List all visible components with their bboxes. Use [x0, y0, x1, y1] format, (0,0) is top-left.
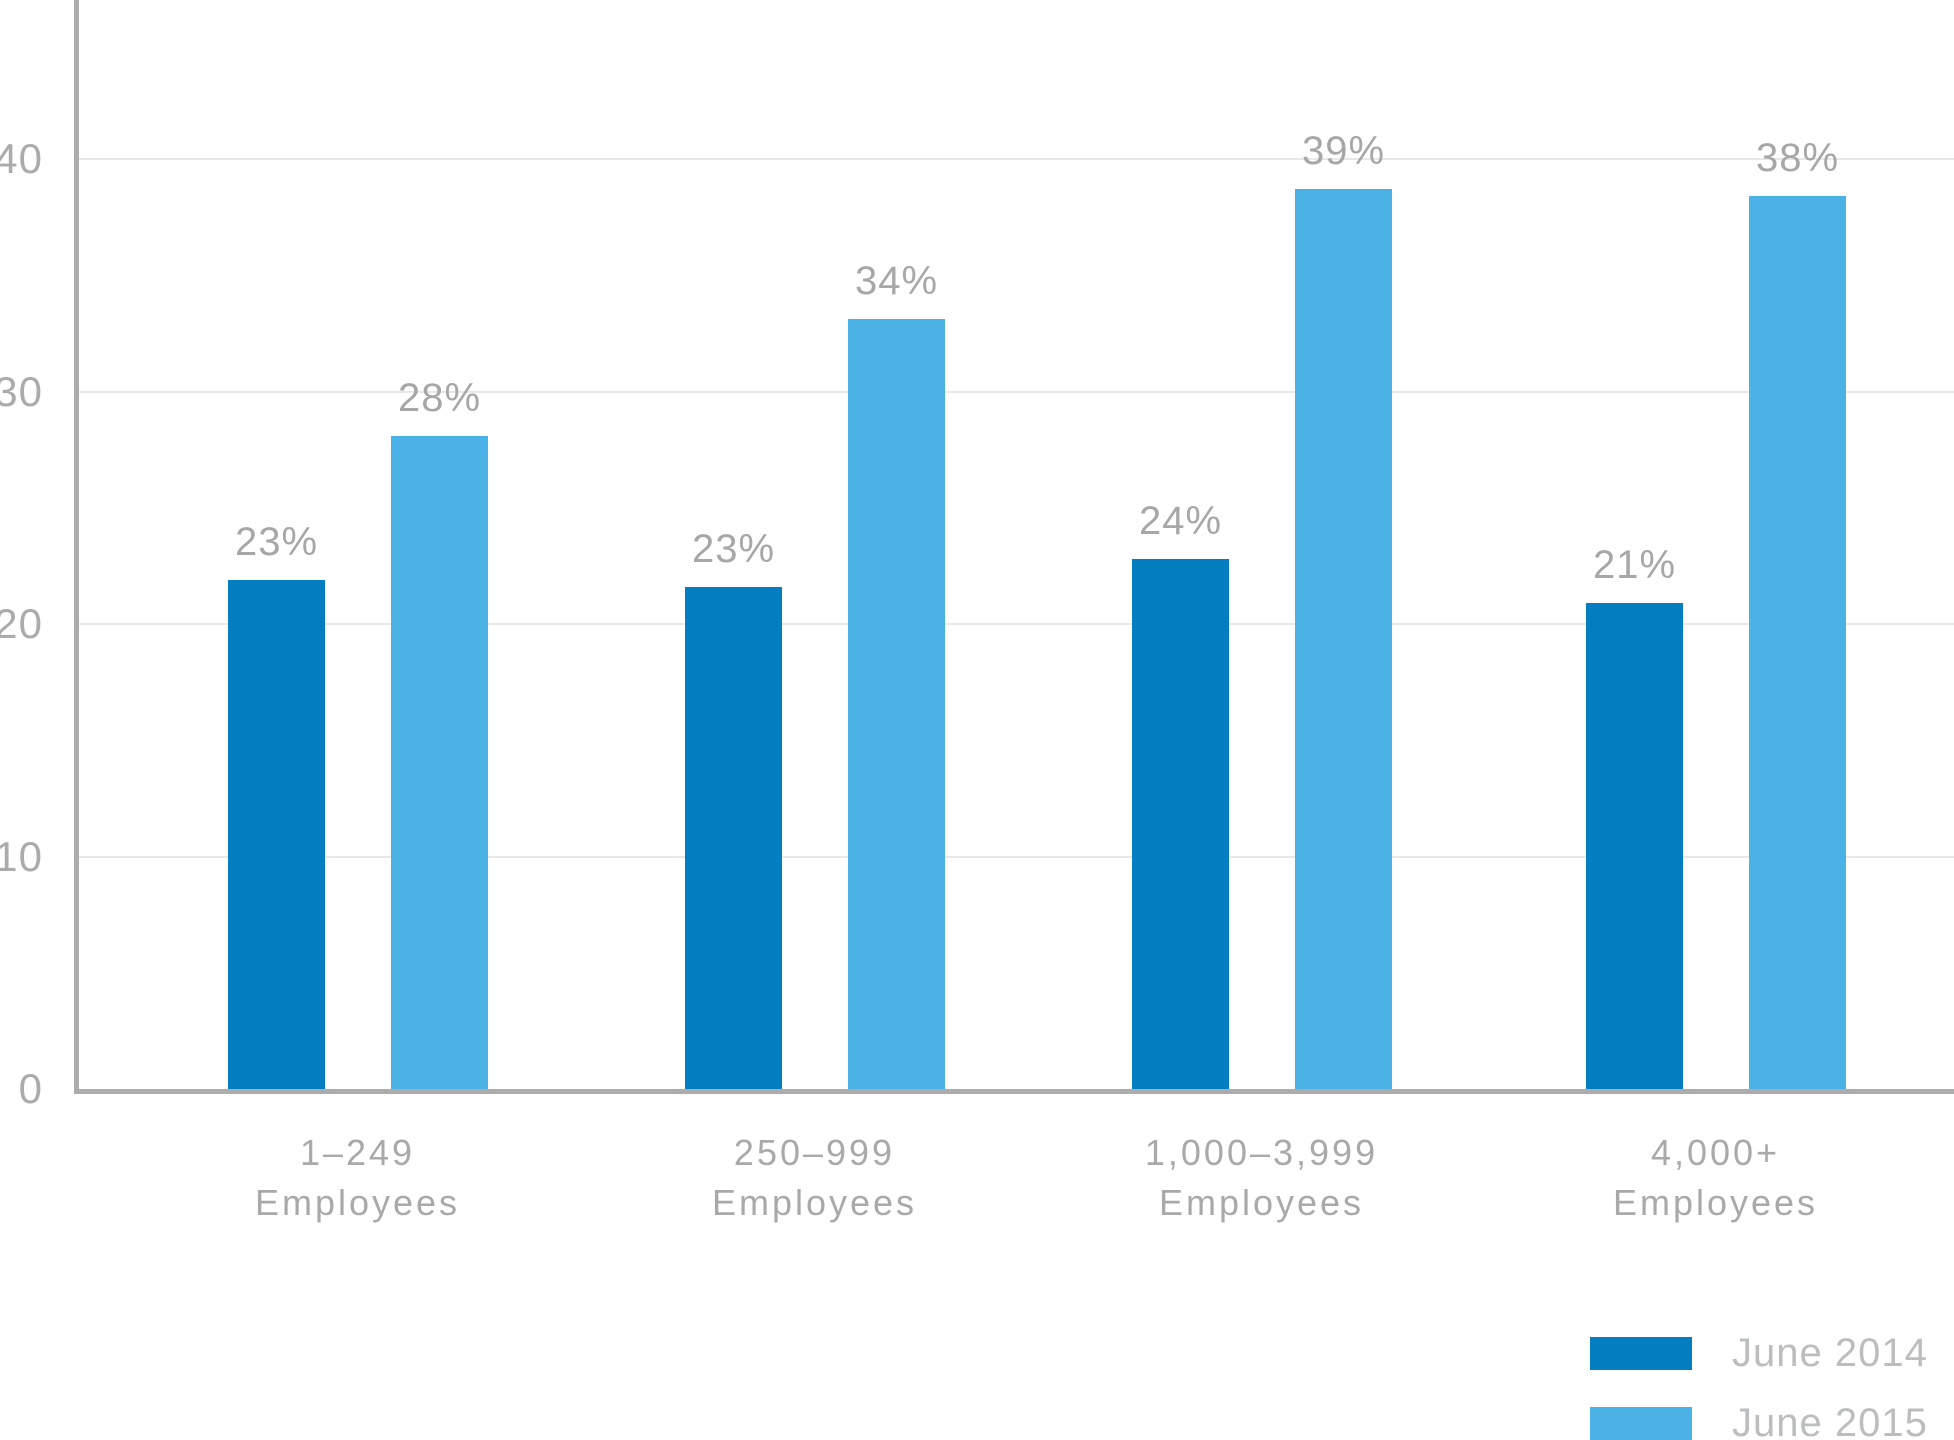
x-axis-line	[74, 1089, 1954, 1094]
bar-june-2014-group-4	[1586, 603, 1683, 1089]
category-label-line1: 250–999	[733, 1132, 896, 1173]
gridline-40	[79, 158, 1954, 160]
value-label-june-2014-group-2: 23%	[691, 527, 776, 571]
bar-june-2014-group-1	[228, 580, 325, 1089]
category-label-2: 250–999 Employees	[625, 1128, 1005, 1228]
category-label-line1: 4,000+	[1650, 1132, 1781, 1173]
category-label-line2: Employees	[1612, 1182, 1819, 1223]
category-label-line1: 1,000–3,999	[1144, 1132, 1379, 1173]
bar-june-2015-group-3	[1295, 189, 1392, 1089]
category-label-1: 1–249 Employees	[168, 1128, 548, 1228]
bar-june-2014-group-3	[1132, 559, 1229, 1089]
legend-label-june-2015: June 2015	[1732, 1401, 1928, 1440]
bar-june-2015-group-1	[391, 436, 488, 1089]
bar-june-2015-group-4	[1749, 196, 1846, 1089]
legend-swatch-june-2014	[1590, 1337, 1692, 1370]
legend-label-june-2014: June 2014	[1732, 1331, 1928, 1375]
value-label-june-2015-group-3: 39%	[1301, 129, 1386, 173]
category-label-line2: Employees	[254, 1182, 461, 1223]
value-label-june-2014-group-1: 23%	[234, 520, 319, 564]
y-tick-label-30: 30	[0, 367, 43, 415]
category-label-line2: Employees	[711, 1182, 918, 1223]
y-tick-label-0: 0	[18, 1065, 43, 1112]
category-label-line2: Employees	[1158, 1182, 1365, 1223]
value-label-june-2015-group-2: 34%	[854, 259, 939, 303]
gridline-10	[79, 855, 1954, 858]
bar-june-2015-group-2	[848, 319, 945, 1089]
y-tick-label-40: 40	[0, 135, 43, 182]
value-label-june-2014-group-3: 24%	[1138, 499, 1223, 543]
value-label-june-2015-group-1: 28%	[397, 376, 482, 420]
gridline-20	[79, 623, 1954, 625]
value-label-june-2014-group-4: 21%	[1592, 543, 1677, 587]
y-tick-label-10: 10	[0, 832, 43, 880]
category-label-3: 1,000–3,999 Employees	[1072, 1128, 1452, 1228]
y-axis-line	[74, 0, 79, 1094]
y-tick-label-20: 20	[0, 600, 43, 647]
category-label-4: 4,000+ Employees	[1526, 1128, 1906, 1228]
category-label-line1: 1–249	[299, 1132, 416, 1173]
value-label-june-2015-group-4: 38%	[1755, 136, 1840, 180]
legend-swatch-june-2015	[1590, 1407, 1692, 1440]
bar-june-2014-group-2	[685, 587, 782, 1089]
gridline-30	[79, 390, 1954, 393]
